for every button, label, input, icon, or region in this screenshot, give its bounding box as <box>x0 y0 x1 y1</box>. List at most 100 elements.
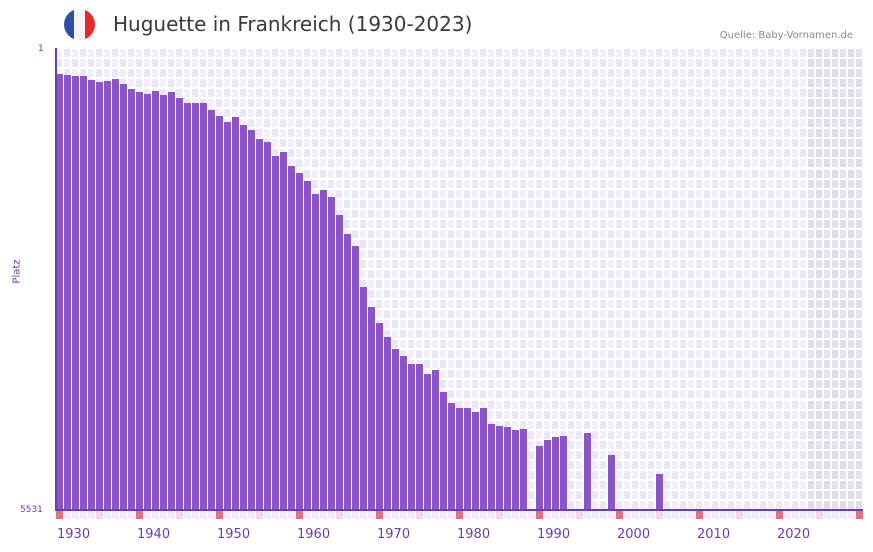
bar-1940[interactable] <box>136 92 143 510</box>
bar-1971[interactable] <box>384 337 391 510</box>
grid-cell <box>360 209 366 218</box>
bar-1962[interactable] <box>312 194 319 510</box>
bar-1956[interactable] <box>264 142 271 510</box>
grid-cell <box>816 199 822 208</box>
grid-cell <box>600 280 606 288</box>
bar-1981[interactable] <box>464 408 471 510</box>
bar-1965[interactable] <box>336 215 343 510</box>
bar-1974[interactable] <box>408 364 415 510</box>
grid-cell <box>728 139 734 148</box>
bar-1990[interactable] <box>536 446 543 510</box>
grid-cell <box>800 199 806 208</box>
grid-cell <box>632 440 638 449</box>
bar-1936[interactable] <box>104 81 111 510</box>
bar-1977[interactable] <box>432 370 439 510</box>
grid-cell <box>720 259 726 268</box>
bar-1933[interactable] <box>80 76 87 510</box>
grid-cell <box>712 340 718 349</box>
bar-1976[interactable] <box>424 374 431 510</box>
bar-1982[interactable] <box>472 412 479 510</box>
bar-1983[interactable] <box>480 408 487 510</box>
grid-cell <box>424 199 430 208</box>
bar-1930[interactable] <box>56 73 63 510</box>
bar-1980[interactable] <box>456 408 463 510</box>
grid-cell <box>464 149 470 158</box>
bar-1957[interactable] <box>272 156 279 510</box>
grid-cell <box>360 159 366 168</box>
bar-1944[interactable] <box>168 92 175 510</box>
bar-1959[interactable] <box>288 166 295 510</box>
bar-1939[interactable] <box>128 89 135 510</box>
bar-1967[interactable] <box>352 246 359 510</box>
bar-1938[interactable] <box>120 84 127 510</box>
bar-1952[interactable] <box>232 117 239 510</box>
bar-1950[interactable] <box>216 116 223 510</box>
grid-cell <box>456 239 462 248</box>
bar-1951[interactable] <box>224 122 231 510</box>
bar-1969[interactable] <box>368 307 375 510</box>
bar-1931[interactable] <box>64 75 71 510</box>
grid-cell <box>544 49 550 57</box>
grid-cell <box>768 169 774 178</box>
bar-1943[interactable] <box>160 95 167 510</box>
grid-cell <box>696 269 702 278</box>
grid-cell <box>528 269 534 278</box>
bar-1932[interactable] <box>72 76 79 510</box>
bar-1958[interactable] <box>280 152 287 510</box>
grid-cell <box>744 219 750 228</box>
grid-cell <box>576 49 582 57</box>
bar-1999[interactable] <box>608 455 615 510</box>
bar-1947[interactable] <box>192 103 199 510</box>
bar-1991[interactable] <box>544 440 551 510</box>
bar-1953[interactable] <box>240 125 247 510</box>
bar-1986[interactable] <box>504 427 511 510</box>
grid-cell <box>824 300 830 309</box>
source-link[interactable]: Quelle: Baby-Vornamen.de <box>719 30 853 41</box>
bar-1996[interactable] <box>584 433 591 510</box>
bar-1984[interactable] <box>488 424 495 510</box>
bar-1966[interactable] <box>344 234 351 510</box>
bar-1988[interactable] <box>520 429 527 510</box>
bar-1975[interactable] <box>416 364 423 510</box>
bar-1973[interactable] <box>400 356 407 510</box>
bar-1963[interactable] <box>320 190 327 510</box>
bar-1979[interactable] <box>448 403 455 510</box>
grid-cell <box>808 500 814 509</box>
bar-1964[interactable] <box>328 197 335 510</box>
grid-cell <box>560 360 566 369</box>
bar-1946[interactable] <box>184 103 191 510</box>
grid-cell <box>736 139 742 148</box>
grid-cell <box>648 189 654 198</box>
grid-cell <box>856 119 862 128</box>
bar-1978[interactable] <box>440 392 447 510</box>
bar-1968[interactable] <box>360 287 367 510</box>
bar-1942[interactable] <box>152 91 159 510</box>
grid-cell <box>416 290 422 299</box>
grid-cell <box>552 159 558 168</box>
bar-1954[interactable] <box>248 130 255 510</box>
grid-cell <box>512 179 518 188</box>
bar-1972[interactable] <box>392 349 399 510</box>
grid-cell <box>464 79 470 88</box>
bar-1937[interactable] <box>112 79 119 510</box>
grid-cell <box>320 99 326 108</box>
bar-1948[interactable] <box>200 103 207 510</box>
bar-1985[interactable] <box>496 426 503 510</box>
bar-1960[interactable] <box>296 173 303 510</box>
bar-1941[interactable] <box>144 94 151 510</box>
bar-1970[interactable] <box>376 323 383 510</box>
bar-1993[interactable] <box>560 436 567 510</box>
bar-1961[interactable] <box>304 181 311 510</box>
bar-1992[interactable] <box>552 437 559 510</box>
grid-cell <box>736 49 742 57</box>
grid-cell <box>352 189 358 198</box>
bar-1935[interactable] <box>96 82 103 510</box>
bar-1934[interactable] <box>88 80 95 510</box>
grid-cell <box>792 460 798 469</box>
bar-1987[interactable] <box>512 430 519 510</box>
bar-1955[interactable] <box>256 139 263 510</box>
bar-1945[interactable] <box>176 98 183 510</box>
bar-2005[interactable] <box>656 474 663 510</box>
bar-1949[interactable] <box>208 110 215 510</box>
grid-cell <box>712 239 718 248</box>
